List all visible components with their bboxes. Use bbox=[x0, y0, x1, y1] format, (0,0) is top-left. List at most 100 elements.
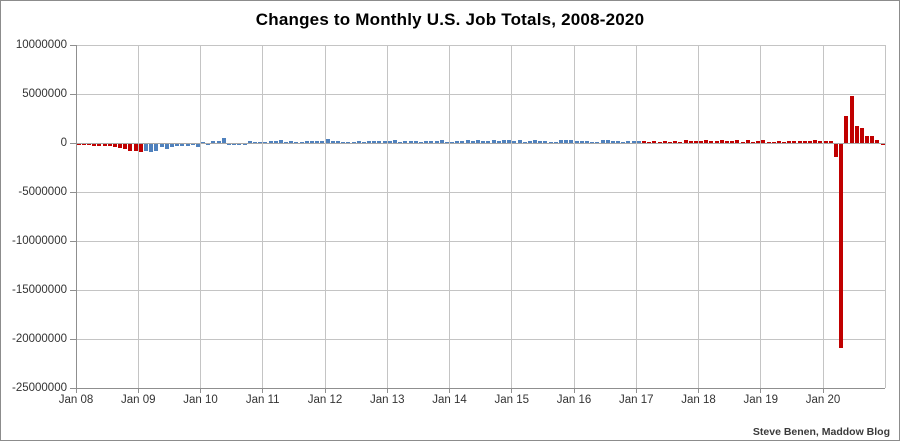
x-tick-label: Jan 15 bbox=[494, 394, 530, 406]
bar bbox=[398, 141, 403, 143]
x-axis-tick bbox=[698, 388, 699, 393]
v-gridline bbox=[511, 45, 513, 388]
bar bbox=[735, 140, 740, 143]
v-gridline bbox=[262, 45, 264, 388]
bar bbox=[808, 141, 813, 143]
bar bbox=[273, 140, 278, 143]
bar bbox=[112, 144, 117, 147]
bar bbox=[844, 116, 849, 143]
y-axis-tick bbox=[70, 191, 76, 193]
y-tick-label: -20000000 bbox=[12, 332, 67, 345]
bar bbox=[377, 141, 382, 143]
bar bbox=[605, 140, 610, 143]
bar bbox=[361, 141, 366, 143]
bar bbox=[590, 141, 595, 143]
chart-title: Changes to Monthly U.S. Job Totals, 2008… bbox=[255, 10, 645, 29]
bar bbox=[356, 141, 361, 143]
y-axis-tick bbox=[70, 93, 76, 95]
bar bbox=[97, 144, 102, 146]
bar bbox=[185, 144, 190, 146]
bar bbox=[232, 144, 237, 145]
bar bbox=[92, 144, 97, 147]
v-gridline bbox=[573, 45, 575, 388]
bar bbox=[387, 141, 392, 143]
bar bbox=[460, 141, 465, 143]
bar bbox=[636, 140, 641, 143]
bar bbox=[434, 140, 439, 143]
x-tick-label: Jan 13 bbox=[369, 394, 405, 406]
bar bbox=[424, 141, 429, 143]
bar bbox=[159, 144, 164, 148]
bar bbox=[818, 141, 823, 143]
bar bbox=[756, 140, 761, 143]
bar bbox=[787, 141, 792, 143]
h-gridline bbox=[76, 240, 885, 242]
bar bbox=[870, 136, 875, 143]
x-axis-tick bbox=[262, 388, 264, 393]
bar bbox=[699, 141, 704, 143]
bar bbox=[626, 141, 631, 143]
v-gridline bbox=[324, 45, 326, 388]
bar bbox=[382, 140, 387, 143]
bar bbox=[341, 142, 346, 143]
bar bbox=[740, 141, 745, 143]
x-axis-tick bbox=[75, 388, 77, 393]
v-gridline bbox=[822, 45, 824, 388]
y-axis-tick bbox=[70, 338, 76, 340]
bar bbox=[372, 140, 377, 143]
y-tick-label: -25000000 bbox=[12, 381, 67, 394]
bar bbox=[621, 141, 626, 143]
bar bbox=[169, 144, 174, 148]
bar bbox=[268, 141, 273, 143]
y-axis-line bbox=[75, 45, 77, 388]
x-tick-label: Jan 11 bbox=[245, 394, 280, 406]
v-gridline bbox=[200, 45, 201, 388]
bar bbox=[584, 141, 589, 143]
y-axis-tick bbox=[70, 44, 76, 46]
bar bbox=[865, 135, 870, 143]
h-gridline bbox=[76, 289, 885, 291]
bar bbox=[802, 140, 807, 143]
bar bbox=[538, 140, 543, 143]
x-axis-tick bbox=[822, 388, 824, 393]
bar bbox=[195, 144, 200, 147]
bar bbox=[81, 144, 86, 145]
bar bbox=[247, 140, 252, 143]
bar bbox=[693, 141, 698, 143]
bar bbox=[258, 142, 263, 143]
bar bbox=[559, 140, 564, 143]
x-axis-tick bbox=[449, 388, 450, 393]
x-axis-tick bbox=[200, 388, 201, 393]
bar bbox=[709, 141, 714, 143]
bar bbox=[745, 140, 750, 143]
bar bbox=[393, 140, 398, 143]
bar bbox=[294, 141, 299, 143]
y-axis-tick bbox=[70, 240, 76, 242]
bar bbox=[501, 139, 506, 143]
bar bbox=[517, 140, 522, 143]
y-tick-label: 0 bbox=[60, 136, 67, 149]
bar bbox=[792, 141, 797, 143]
bar bbox=[486, 141, 491, 143]
bar bbox=[439, 140, 444, 143]
bar bbox=[491, 140, 496, 143]
bar bbox=[476, 140, 481, 143]
bar bbox=[320, 141, 325, 143]
x-tick-label: Jan 18 bbox=[681, 394, 716, 406]
bar bbox=[776, 140, 781, 143]
bar bbox=[408, 141, 413, 143]
bar bbox=[854, 125, 859, 143]
x-axis-tick bbox=[511, 388, 513, 393]
x-axis-tick bbox=[573, 388, 575, 393]
bar bbox=[102, 144, 107, 146]
bar bbox=[418, 141, 423, 143]
bar bbox=[647, 142, 652, 143]
x-tick-label: Jan 10 bbox=[183, 394, 218, 406]
v-gridline bbox=[386, 45, 388, 388]
bar bbox=[450, 141, 455, 143]
bar bbox=[667, 141, 672, 143]
bar bbox=[574, 141, 579, 143]
bar bbox=[828, 140, 833, 143]
